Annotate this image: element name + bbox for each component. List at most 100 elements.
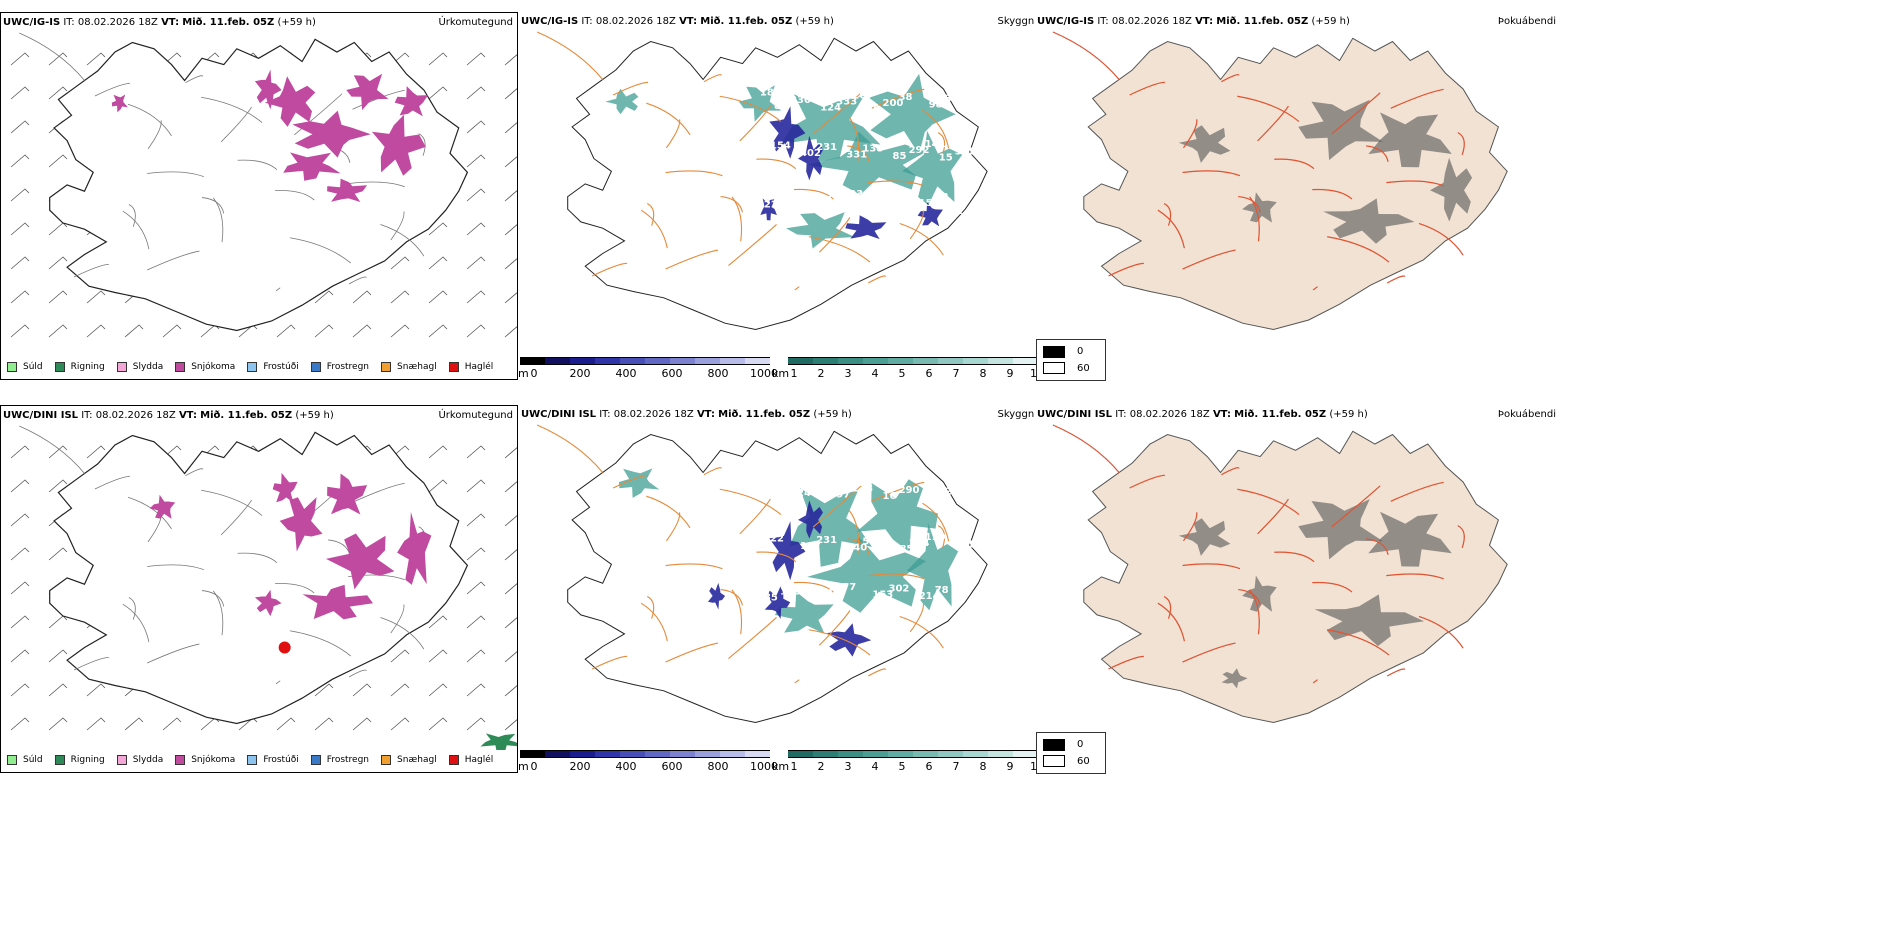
- road-line: [380, 617, 425, 650]
- road-line: [665, 642, 719, 663]
- road-line: [73, 263, 109, 278]
- visibility-value: 85: [764, 593, 778, 604]
- colorbar-segment: [595, 750, 620, 758]
- colorbar-unit: km: [772, 760, 790, 773]
- road-line: [640, 209, 668, 249]
- wind-barb-icon: [48, 649, 68, 663]
- colorbar-tick: 8: [979, 367, 987, 380]
- road-line: [390, 604, 405, 634]
- legend-item: Rigning: [54, 362, 105, 372]
- snow-area: [111, 94, 128, 113]
- low-visibility-area: [605, 88, 639, 115]
- fog-key-label: 60: [1077, 756, 1090, 767]
- wind-barb-icon: [466, 547, 486, 561]
- road-line: [666, 119, 681, 149]
- legend-label: Súld: [23, 755, 43, 765]
- wind-barb-icon: [390, 649, 410, 663]
- road-line: [909, 210, 924, 240]
- wind-barb-icon: [466, 683, 486, 697]
- low-visibility-area: [807, 131, 927, 195]
- fog-map: [1052, 424, 1508, 724]
- visibility-value: 103: [842, 189, 863, 200]
- legend-swatch: [448, 362, 459, 372]
- visibility-value: 110: [826, 195, 847, 206]
- wind-barb-icon: [162, 717, 182, 731]
- road-line: [122, 210, 150, 250]
- colorbar-tick: 3: [844, 367, 852, 380]
- visibility-panel-1: UWC/IG-IS IT: 08.02.2026 18Z VT: Mið. 11…: [519, 12, 1039, 380]
- fog-key-label: 0: [1077, 739, 1084, 750]
- wind-barb-icon: [86, 717, 106, 731]
- panel-title: UWC/DINI ISL IT: 08.02.2026 18Z VT: Mið.…: [1037, 409, 1368, 420]
- legend-item: Súld: [7, 755, 43, 765]
- road-line: [703, 74, 723, 83]
- road-line: [937, 525, 946, 548]
- road-line: [1163, 202, 1172, 226]
- wind-barb-icon: [48, 222, 68, 236]
- colorbar-tick: 2: [817, 760, 825, 773]
- colorbar-segment: [545, 357, 570, 365]
- legend-swatch: [54, 362, 65, 372]
- colorbar-segment: [520, 357, 545, 365]
- road-line: [720, 589, 743, 606]
- colorbar-segment: [938, 750, 963, 758]
- colorbar-tick: 9: [1006, 367, 1014, 380]
- fog-area: [1298, 99, 1383, 161]
- road-line: [1386, 275, 1406, 284]
- road-line: [127, 496, 172, 530]
- colorbar-tick: 6: [925, 760, 933, 773]
- road-line: [818, 610, 851, 646]
- visibility-value: 15: [939, 153, 953, 164]
- wind-barb-icon: [466, 290, 486, 304]
- wind-barb-icon: [10, 445, 30, 459]
- colorbar-tick: 5: [898, 760, 906, 773]
- visibility-value: 65: [806, 482, 820, 493]
- legend-item: Frostúði: [247, 362, 299, 372]
- road-line: [756, 158, 797, 170]
- fog-area: [1368, 511, 1452, 567]
- colorbar-segment: [520, 750, 545, 758]
- road-line: [1331, 485, 1381, 528]
- colorbar-tick: 6: [925, 367, 933, 380]
- visibility-value: 154: [770, 141, 791, 152]
- wind-barb-icon: [352, 324, 372, 338]
- colorbar-km: km12345678910: [772, 357, 1044, 381]
- road-line: [871, 481, 925, 502]
- road-line: [720, 196, 743, 213]
- wind-barb-icon: [428, 256, 448, 270]
- road-line: [185, 75, 204, 84]
- visibility-value: 85: [893, 151, 907, 162]
- colorbar-tick: 400: [615, 367, 637, 380]
- road-line: [19, 425, 85, 474]
- road-line: [1182, 642, 1236, 663]
- road-line: [1052, 31, 1120, 80]
- wind-barb-icon: [504, 685, 517, 697]
- coastline: [49, 431, 469, 725]
- snow-area: [264, 76, 316, 127]
- road-line: [1108, 262, 1144, 277]
- colorbar-unit: m: [518, 760, 529, 773]
- colorbar-segment: [888, 357, 913, 365]
- road-line: [808, 236, 871, 263]
- colorbar-unit: km: [772, 367, 790, 380]
- road-line: [848, 509, 860, 555]
- colorbar-m: m 0 200 400 600 800 1000: [518, 357, 778, 381]
- wind-barb-icon: [466, 717, 486, 731]
- legend-swatch: [381, 362, 392, 372]
- road-line: [348, 669, 367, 678]
- legend-label: Haglél: [464, 362, 494, 372]
- road-line: [1457, 525, 1465, 548]
- road-line: [731, 589, 743, 635]
- colorbar-segment: [788, 357, 813, 365]
- colorbar-tick: 4: [871, 367, 879, 380]
- wind-barb-icon: [428, 649, 448, 663]
- visibility-value: 231: [816, 535, 837, 546]
- road-line: [867, 275, 887, 284]
- legend-swatch: [448, 755, 459, 765]
- road-line: [1129, 81, 1166, 96]
- road-line: [418, 133, 426, 156]
- snow-area: [272, 472, 298, 503]
- wind-barb-icon: [10, 649, 30, 663]
- road-line: [275, 190, 315, 201]
- legend-item: Rigning: [54, 755, 105, 765]
